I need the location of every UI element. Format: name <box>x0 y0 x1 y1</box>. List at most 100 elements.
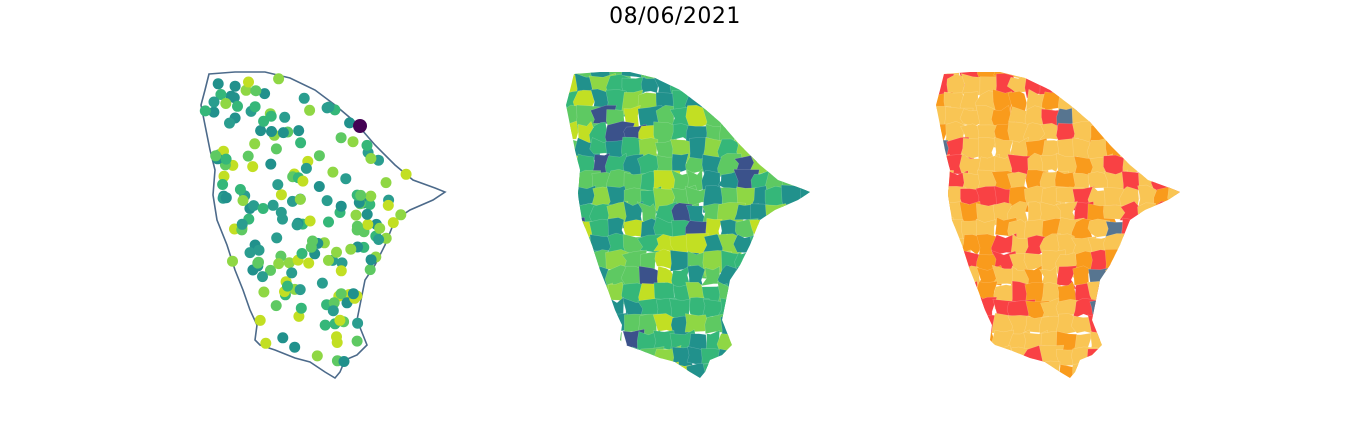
municipality-class-cell <box>1151 91 1180 113</box>
municipality-class-cell <box>1185 284 1206 308</box>
station-point <box>199 105 211 117</box>
station-point <box>275 189 287 201</box>
municipality-class-cell <box>945 360 967 378</box>
station-point <box>321 195 333 207</box>
municipality-cell <box>717 377 739 378</box>
station-point <box>323 254 334 266</box>
municipality-class-cell <box>1167 72 1180 81</box>
municipality-cell <box>606 329 626 353</box>
station-point <box>243 76 254 88</box>
municipality-class-cell <box>1118 121 1146 151</box>
municipality-class-cell <box>959 328 980 352</box>
station-point <box>270 143 282 155</box>
municipality-class-cell <box>1154 232 1180 264</box>
municipality-class-cell <box>1102 331 1134 352</box>
station-point <box>208 106 220 118</box>
municipality-cell <box>782 266 810 288</box>
municipality-class-cell <box>1136 329 1165 350</box>
station-point <box>319 319 331 331</box>
municipality-class-cell <box>1118 313 1146 331</box>
municipality-class-cell <box>1169 200 1180 223</box>
municipality-class-cell <box>1087 360 1109 378</box>
municipality-class-cell <box>1167 88 1180 119</box>
station-point <box>365 153 377 164</box>
municipality-cell <box>767 296 793 326</box>
station-point <box>255 125 267 137</box>
municipality-cell <box>798 298 810 325</box>
municipality-cell <box>588 346 615 369</box>
station-point <box>218 170 230 182</box>
station-point <box>294 193 306 205</box>
station-point <box>295 302 307 314</box>
municipality-cell <box>566 120 579 144</box>
station-point <box>265 158 277 170</box>
municipality-class-cell <box>1135 138 1163 164</box>
municipality-cell <box>813 265 840 294</box>
municipality-cell <box>622 360 647 378</box>
municipality-class-cell <box>1104 72 1132 79</box>
municipality-class-cell <box>1167 232 1180 257</box>
municipality-class-cell <box>1167 138 1180 162</box>
municipality-class-cell <box>1134 365 1162 378</box>
municipality-cell <box>767 89 786 116</box>
municipality-class-cell <box>936 248 956 275</box>
municipality-class-cell <box>936 217 957 240</box>
municipality-class-cell <box>1151 281 1180 313</box>
municipality-cell <box>816 155 835 184</box>
municipality-cell <box>734 379 758 403</box>
municipality-class-cell <box>936 298 956 325</box>
municipality-cell <box>728 122 740 132</box>
municipality-cell <box>797 205 810 223</box>
municipality-class-cell <box>1086 74 1113 96</box>
municipality-class-cell <box>1039 360 1063 378</box>
municipality-cell <box>749 362 779 378</box>
municipality-cell <box>748 330 778 357</box>
municipality-class-cell <box>936 280 951 302</box>
municipality-cell <box>797 364 810 378</box>
municipality-cell <box>781 313 804 339</box>
municipality-class-cell <box>1135 122 1159 148</box>
municipality-cell <box>573 380 601 398</box>
municipality-cell <box>673 72 691 82</box>
municipality-cell <box>783 280 807 312</box>
municipality-cell <box>590 361 614 378</box>
station-point <box>323 101 335 113</box>
municipality-cell <box>797 379 821 400</box>
station-point <box>215 89 227 100</box>
municipality-class-cell <box>936 266 954 287</box>
station-point <box>355 189 367 201</box>
classification-map-panel <box>936 72 1180 378</box>
station-point <box>250 85 262 97</box>
municipality-cell <box>637 360 665 378</box>
municipality-cell <box>566 376 577 378</box>
municipality-class-cell <box>936 364 948 378</box>
choropleth-map-panel <box>566 72 810 378</box>
station-point <box>254 314 266 326</box>
municipality-class-cell <box>1139 72 1158 82</box>
municipality-cell <box>717 105 742 127</box>
municipality-cell <box>566 328 588 360</box>
station-point <box>344 117 356 129</box>
municipality-class-cell <box>1103 300 1132 324</box>
municipality-class-cell <box>1184 93 1212 114</box>
municipality-class-cell <box>1106 312 1130 334</box>
municipality-cell <box>764 72 786 79</box>
station-point <box>365 190 377 202</box>
municipality-class-cell <box>1040 153 1061 173</box>
municipality-cell <box>797 89 810 118</box>
station-point <box>289 341 301 353</box>
municipality-class-cell <box>1088 104 1115 127</box>
municipality-class-cell <box>1135 249 1159 276</box>
municipality-class-cell <box>1168 121 1180 145</box>
station-point <box>257 203 269 214</box>
municipality-cell <box>767 280 785 308</box>
municipality-cell <box>574 330 595 356</box>
municipality-class-cell <box>1089 297 1113 318</box>
municipality-cell <box>752 300 775 321</box>
station-point <box>316 277 328 289</box>
municipality-class-cell <box>936 314 959 335</box>
municipality-class-cell <box>1134 234 1156 260</box>
municipality-class-cell <box>962 280 978 308</box>
municipality-cell <box>767 217 793 247</box>
station-point <box>224 117 235 129</box>
